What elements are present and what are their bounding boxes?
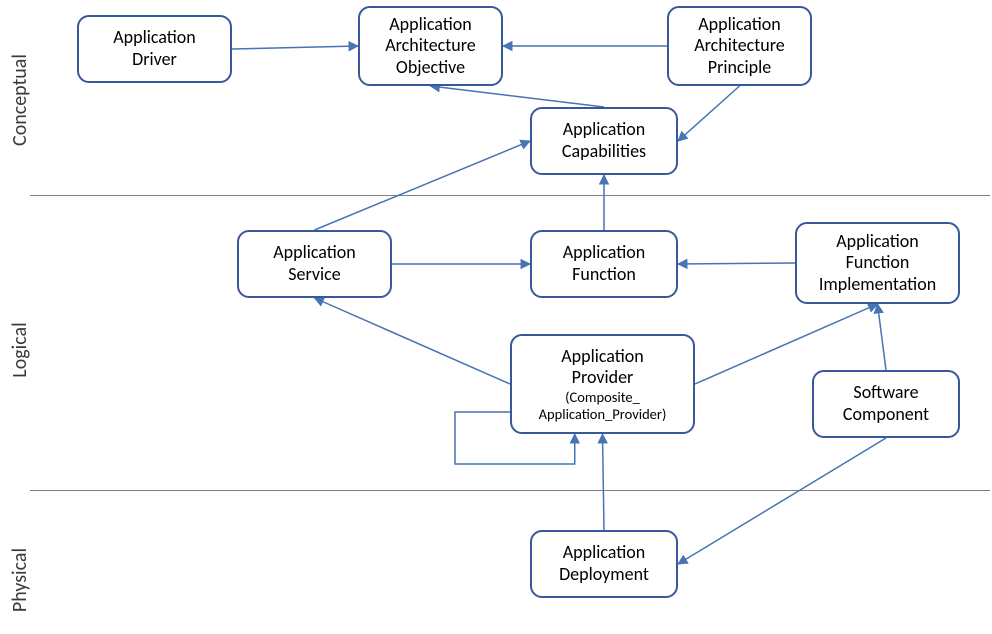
node-label-line: Driver [132,49,177,71]
node-deployment: ApplicationDeployment [530,530,678,598]
edge-line [315,141,531,230]
node-label-line: Application [113,27,196,49]
edge-line [603,434,605,530]
node-label-line: Provider [572,367,634,389]
node-function: ApplicationFunction [530,230,678,298]
edge-layer [0,0,992,634]
node-label-line: Application [563,242,646,264]
node-principle: ApplicationArchitecturePrinciple [667,6,812,86]
node-label-line: Software [853,382,918,404]
node-label-line: Architecture [385,35,476,57]
edge-line [878,304,887,370]
swimlane-label-physical: Physical [8,548,32,612]
node-capabilities: ApplicationCapabilities [530,107,678,175]
node-label-line: Service [288,264,341,286]
node-func_impl: ApplicationFunctionImplementation [795,222,960,304]
node-label-line: Application [389,14,472,36]
node-label-line: Application [698,14,781,36]
node-label-line: Component [843,404,929,426]
node-label-line: Application [561,346,644,368]
node-label-line: Function [572,264,636,286]
node-service: ApplicationService [237,230,392,298]
node-objective: ApplicationArchitectureObjective [358,6,503,86]
node-label-line: Application [836,231,919,253]
node-driver: ApplicationDriver [77,15,232,83]
node-label-line: Principle [708,57,771,79]
node-label-line: Application [563,542,646,564]
node-sublabel-line: (Composite_ [565,389,640,406]
edge-line [431,86,605,107]
node-label-line: Deployment [559,564,649,586]
node-provider: ApplicationProvider(Composite_Applicatio… [510,334,695,434]
node-label-line: Application [563,119,646,141]
edge-line [232,46,358,49]
node-label-line: Architecture [694,35,785,57]
edge-line [678,86,740,141]
edge-line [678,438,886,564]
swimlane-label-logical: Logical [8,322,32,377]
divider-line [30,195,990,196]
edge-line [678,263,795,264]
swimlane-label-conceptual: Conceptual [8,54,32,146]
edge-line [315,298,511,384]
divider-line [30,490,990,491]
node-label-line: Capabilities [562,141,646,163]
node-software: SoftwareComponent [812,370,960,438]
diagram-canvas: Conceptual Logical Physical ApplicationD… [0,0,992,634]
node-label-line: Function [846,252,910,274]
node-label-line: Objective [396,57,465,79]
node-label-line: Application [273,242,356,264]
node-sublabel-line: Application_Provider) [539,406,667,423]
node-label-line: Implementation [819,274,936,296]
